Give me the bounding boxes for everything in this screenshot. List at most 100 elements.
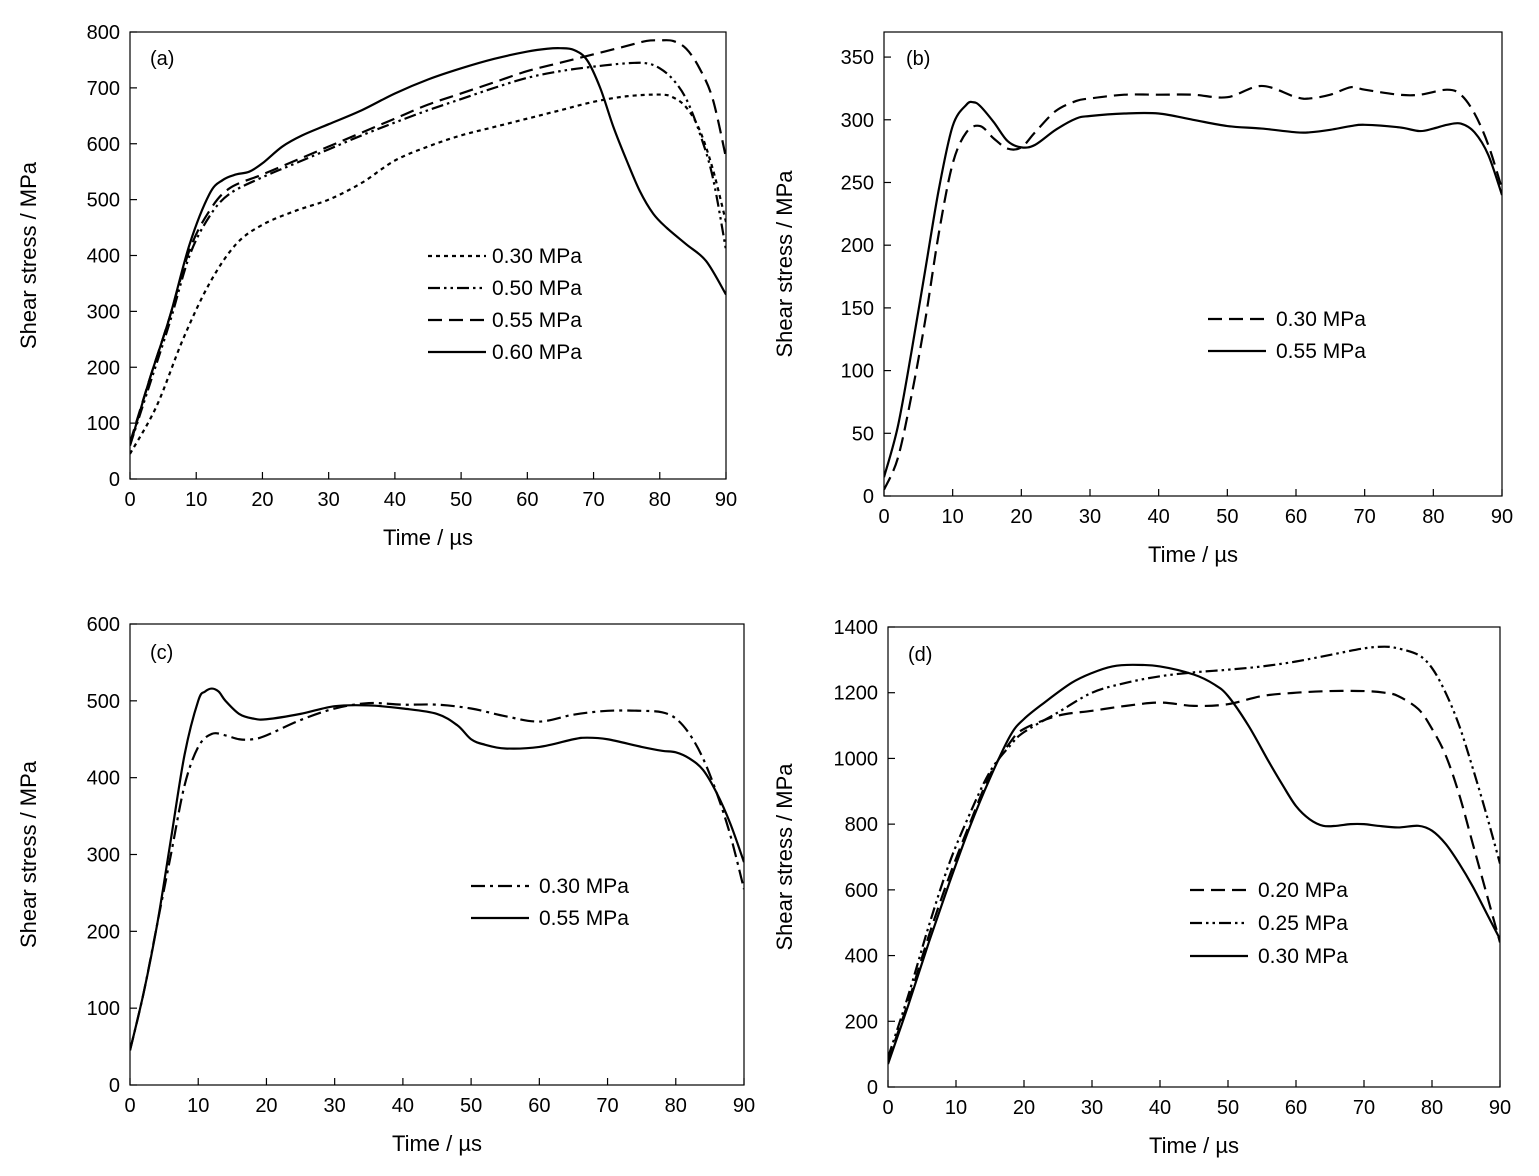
x-tick-label: 20: [251, 489, 273, 511]
series-line-0-60-mpa: [130, 47, 726, 446]
x-tick-label: 10: [185, 489, 207, 511]
x-tick-label: 0: [124, 1095, 135, 1117]
series-line-0-55-mpa: [130, 39, 726, 444]
y-tick-label: 400: [845, 946, 878, 968]
x-tick-label: 90: [1489, 1097, 1511, 1119]
y-tick-label: 50: [852, 423, 874, 445]
y-tick-label: 400: [87, 246, 120, 268]
x-tick-label: 40: [384, 489, 406, 511]
y-tick-label: 400: [87, 768, 120, 790]
series-line-0-55-mpa: [884, 100, 1502, 478]
y-tick-label: 1200: [834, 683, 879, 705]
legend-label: 0.30 MPa: [1258, 945, 1348, 968]
legend-label: 0.30 MPa: [539, 875, 629, 898]
panel-label: (b): [906, 48, 930, 70]
series-group: [884, 84, 1502, 491]
x-tick-label: 90: [1491, 506, 1513, 528]
x-tick-label: 90: [733, 1095, 755, 1117]
series-line-0-20-mpa: [888, 689, 1500, 1062]
series-group: [130, 687, 744, 1051]
series-line-0-25-mpa: [888, 645, 1500, 1058]
y-tick-label: 200: [845, 1011, 878, 1033]
series-line-0-50-mpa: [130, 61, 726, 446]
x-tick-label: 50: [1216, 506, 1238, 528]
legend-label: 0.50 MPa: [492, 277, 582, 300]
chart-panel-3: 0 10 20 30 40 50 60 70 80 90 0 100 200 300 400 500 600 Ti…: [16, 614, 755, 1156]
y-tick-label: 600: [87, 134, 120, 156]
legend-label: 0.30 MPa: [1276, 308, 1366, 331]
x-tick-label: 80: [1422, 506, 1444, 528]
y-tick-label: 100: [87, 998, 120, 1020]
y-axis-title: Shear stress / MPa: [16, 161, 41, 349]
y-tick-label: 500: [87, 190, 120, 212]
y-tick-label: 0: [109, 469, 120, 491]
y-tick-label: 1000: [834, 748, 879, 770]
panel-label: (a): [150, 48, 174, 70]
y-tick-label: 600: [845, 880, 878, 902]
x-tick-label: 10: [942, 506, 964, 528]
x-tick-label: 50: [450, 489, 472, 511]
y-tick-label: 800: [845, 814, 878, 836]
series-line-0-30-mpa: [888, 663, 1500, 1065]
y-tick-label: 0: [863, 486, 874, 508]
y-tick-label: 200: [841, 235, 874, 257]
y-tick-label: 300: [87, 845, 120, 867]
y-tick-label: 800: [87, 22, 120, 44]
x-tick-label: 60: [528, 1095, 550, 1117]
x-tick-label: 30: [318, 489, 340, 511]
legend-label: 0.55 MPa: [1276, 340, 1366, 363]
x-tick-label: 10: [187, 1095, 209, 1117]
plot-frame: [129, 623, 745, 1086]
x-tick-label: 50: [460, 1095, 482, 1117]
y-axis-title: Shear stress / MPa: [772, 763, 797, 951]
x-tick-label: 20: [1013, 1097, 1035, 1119]
x-tick-label: 80: [1421, 1097, 1443, 1119]
x-tick-label: 10: [945, 1097, 967, 1119]
x-axis-title: Time / µs: [383, 525, 473, 550]
y-tick-label: 150: [841, 298, 874, 320]
y-tick-label: 500: [87, 691, 120, 713]
x-tick-label: 60: [1285, 1097, 1307, 1119]
y-tick-label: 1400: [834, 617, 879, 639]
x-tick-label: 30: [1079, 506, 1101, 528]
series-line-0-30-mpa: [884, 84, 1502, 491]
y-tick-label: 100: [87, 413, 120, 435]
y-tick-label: 100: [841, 361, 874, 383]
x-tick-label: 30: [1081, 1097, 1103, 1119]
x-tick-label: 70: [596, 1095, 618, 1117]
y-tick-label: 300: [87, 301, 120, 323]
series-line-0-30-mpa: [130, 701, 744, 1051]
x-tick-label: 70: [1353, 1097, 1375, 1119]
plot-frame: [883, 31, 1503, 497]
x-tick-label: 20: [1010, 506, 1032, 528]
legend: 0.30 MPa 0.55 MPa: [1208, 308, 1366, 363]
legend: 0.30 MPa 0.50 MPa 0.55 MPa 0.60 MPa: [428, 245, 582, 364]
x-tick-label: 0: [882, 1097, 893, 1119]
x-tick-label: 70: [1354, 506, 1376, 528]
x-tick-label: 30: [324, 1095, 346, 1117]
series-group: [888, 645, 1500, 1065]
x-tick-label: 90: [715, 489, 737, 511]
y-tick-label: 300: [841, 110, 874, 132]
x-tick-label: 60: [1285, 506, 1307, 528]
legend: 0.20 MPa 0.25 MPa 0.30 MPa: [1190, 879, 1348, 968]
y-tick-label: 0: [109, 1075, 120, 1097]
x-tick-label: 60: [516, 489, 538, 511]
chart-panel-2: 0 10 20 30 40 50 60 70 80 90 0 50 100 150 200 250 300 350…: [772, 31, 1513, 567]
y-tick-label: 350: [841, 47, 874, 69]
legend-label: 0.55 MPa: [492, 309, 582, 332]
x-tick-label: 0: [124, 489, 135, 511]
series-line-0-55-mpa: [130, 687, 744, 1051]
y-tick-label: 250: [841, 172, 874, 194]
x-tick-label: 80: [649, 489, 671, 511]
x-axis-title: Time / µs: [1149, 1133, 1239, 1158]
y-tick-label: 0: [867, 1077, 878, 1099]
x-tick-label: 80: [665, 1095, 687, 1117]
y-axis-title: Shear stress / MPa: [772, 170, 797, 358]
x-tick-label: 40: [392, 1095, 414, 1117]
panel-label: (c): [150, 642, 173, 664]
chart-panel-4: 0 10 20 30 40 50 60 70 80 90 0 200 400 600 800 1000 1200…: [772, 617, 1511, 1158]
series-group: [130, 39, 726, 455]
legend-label: 0.20 MPa: [1258, 879, 1348, 902]
